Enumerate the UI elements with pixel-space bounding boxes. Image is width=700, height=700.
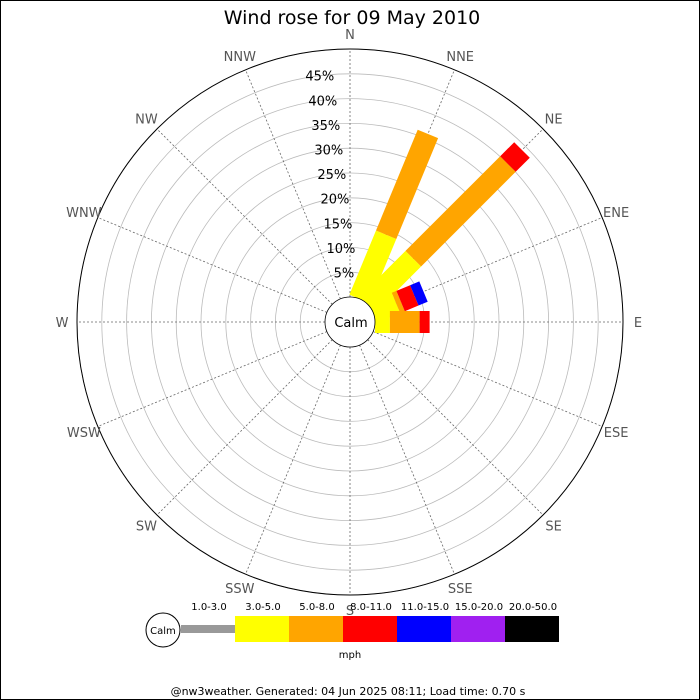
bar-ene-8.0-11.0: [396, 285, 419, 312]
tick-label-25: 25%: [317, 168, 346, 183]
spoke-sse: [359, 344, 455, 575]
legend-swatch-5.0-8.0: [289, 616, 343, 642]
spoke-nw: [156, 128, 333, 305]
direction-label-nw: NW: [135, 112, 158, 127]
bar-ene-5.0-8.0: [391, 290, 405, 314]
legend-unit: mph: [339, 650, 361, 661]
legend-label-3.0-5.0: 3.0-5.0: [245, 602, 280, 613]
bar-e-3.0-5.0: [375, 311, 390, 333]
direction-labels: N NNE NE ENE E ESE SE SSE S SSW SW WSW W WNW NW NNW: [56, 28, 643, 619]
spoke-wsw: [97, 331, 328, 427]
legend-swatch-20.0-50.0: [505, 616, 559, 642]
bar-nne-5.0-8.0: [376, 129, 439, 239]
legend-label-15.0-20.0: 15.0-20.0: [455, 602, 503, 613]
legend-label-1.0-3.0: 1.0-3.0: [191, 602, 226, 613]
ring-45: [101, 73, 599, 571]
tick-label-15: 15%: [323, 217, 352, 232]
direction-label-wnw: WNW: [66, 206, 102, 221]
spoke-ssw: [245, 344, 341, 575]
direction-label-nnw: NNW: [224, 50, 256, 65]
ring-40: [126, 98, 574, 546]
outer-ring: [76, 48, 624, 596]
legend-calm-label: Calm: [150, 626, 176, 637]
chart-title: Wind rose for 09 May 2010: [224, 7, 481, 29]
legend-swatch-15.0-20.0: [451, 616, 505, 642]
direction-label-nne: NNE: [446, 50, 474, 65]
bar-ene-11.0-15.0: [410, 281, 428, 306]
direction-label-sw: SW: [136, 520, 157, 535]
tick-label-40: 40%: [308, 94, 337, 109]
spoke-sw: [156, 339, 333, 516]
legend-swatch-1.0-3.0: [181, 625, 235, 633]
tick-label-35: 35%: [311, 119, 340, 134]
direction-label-s: S: [346, 604, 354, 619]
bar-e-5.0-8.0: [389, 311, 420, 333]
bar-ne-5.0-8.0: [405, 156, 516, 267]
bar-ne-3.0-5.0: [359, 250, 422, 313]
direction-label-w: W: [56, 316, 69, 331]
direction-label-ese: ESE: [604, 426, 629, 441]
direction-label-n: N: [345, 28, 355, 43]
calm-center: Calm: [324, 296, 376, 348]
footer-text: @nw3weather. Generated: 04 Jun 2025 08:1…: [171, 685, 526, 698]
direction-label-ene: ENE: [603, 206, 629, 221]
spoke-nnw: [245, 69, 341, 300]
speed-legend: Calm 1.0-3.0 3.0-5.0 5.0-8.0 8.0-11.0 11.0-1…: [145, 602, 559, 661]
ring-20: [225, 197, 475, 447]
direction-label-ssw: SSW: [225, 582, 255, 597]
wind-bars: [349, 129, 530, 333]
bar-e-8.0-11.0: [419, 311, 430, 333]
spoke-se: [367, 339, 544, 516]
legend-swatch-3.0-5.0: [235, 616, 289, 642]
radial-tick-labels: 5% 10% 15% 20% 25% 30% 35% 40% 45%: [305, 70, 355, 282]
direction-label-sse: SSE: [448, 582, 473, 597]
direction-label-e: E: [634, 316, 642, 331]
legend-label-8.0-11.0: 8.0-11.0: [350, 602, 392, 613]
tick-label-10: 10%: [326, 242, 355, 257]
tick-label-45: 45%: [305, 70, 334, 85]
tick-label-5: 5%: [334, 267, 355, 282]
spoke-ese: [372, 331, 603, 427]
legend-swatch-11.0-15.0: [397, 616, 451, 642]
legend-label-5.0-8.0: 5.0-8.0: [299, 602, 334, 613]
direction-label-se: SE: [545, 520, 561, 535]
tick-label-30: 30%: [314, 144, 343, 159]
tick-label-20: 20%: [320, 193, 349, 208]
calm-label: Calm: [334, 316, 367, 331]
direction-label-ne: NE: [545, 112, 563, 127]
ring-15: [250, 222, 450, 422]
direction-label-wsw: WSW: [67, 426, 101, 441]
bar-ne-8.0-11.0: [500, 142, 530, 172]
legend-label-20.0-50.0: 20.0-50.0: [509, 602, 557, 613]
spoke-wnw: [97, 217, 328, 313]
bar-nne-3.0-5.0: [349, 230, 397, 304]
legend-label-11.0-15.0: 11.0-15.0: [401, 602, 449, 613]
legend-swatch-8.0-11.0: [343, 616, 397, 642]
